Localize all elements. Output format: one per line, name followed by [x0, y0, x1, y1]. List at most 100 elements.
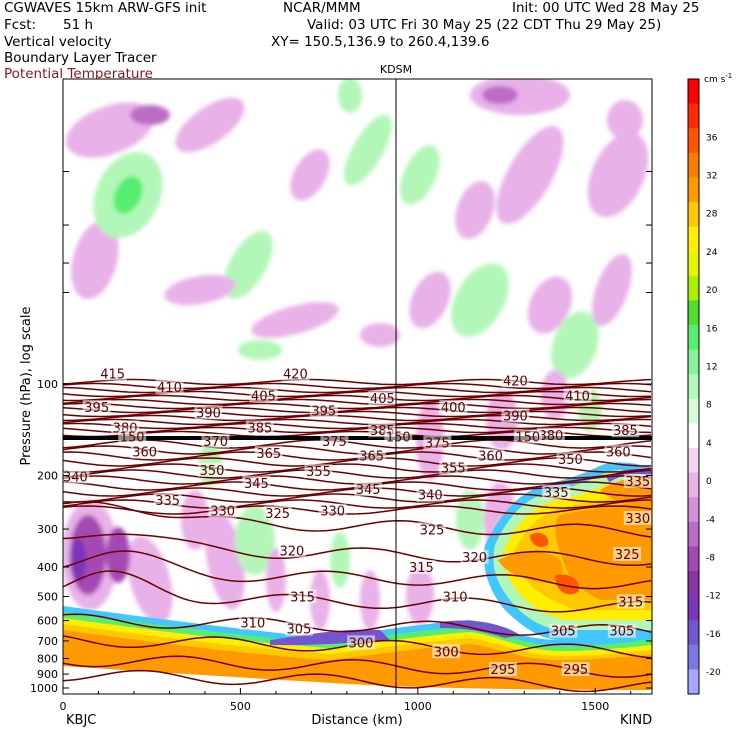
theta-label-bg [254, 446, 283, 461]
theta-label: 365 [359, 449, 384, 464]
theta-label-bg [501, 373, 530, 388]
theta-label-bg [63, 469, 90, 484]
theta-label: 360 [132, 445, 157, 460]
theta-label: 375 [322, 435, 347, 450]
cross-section-endpoints: XY= 150.5,136.9 to 260.4,139.6 [271, 34, 490, 50]
colorbar-swatch [688, 152, 699, 178]
colorbar-swatch [688, 472, 699, 498]
theta-label: 320 [462, 551, 487, 566]
theta-label: 315 [409, 561, 434, 576]
isentrope [63, 451, 652, 461]
x-axis-label: Distance (km) [311, 713, 402, 728]
colorbar-swatch [688, 79, 699, 105]
theta-label-bg [460, 549, 489, 564]
theta-label-bg [368, 390, 397, 405]
theta-label-bg [82, 400, 111, 415]
theta-label: 360 [606, 445, 631, 460]
y-tick-label: 400 [37, 561, 58, 574]
colorbar-swatch [688, 275, 699, 301]
x-tick-label: 0 [60, 700, 67, 713]
theta-label-bg [607, 623, 636, 638]
potential-temperature-contours [63, 378, 652, 693]
y-tick-label: 1000 [30, 682, 58, 695]
theta-label: 330 [210, 505, 235, 520]
theta-label: 320 [279, 544, 304, 559]
isentrope [63, 394, 652, 402]
colorbar-label: -20 [706, 668, 721, 678]
theta-label: 295 [491, 663, 516, 678]
theta-label: 335 [155, 494, 180, 509]
theta-label: 305 [551, 625, 576, 640]
theta-label-bg [556, 452, 585, 467]
theta-label: 365 [256, 447, 281, 462]
valid-time: Valid: 03 UTC Fri 30 May 25 (22 CDT Thu … [307, 17, 662, 33]
theta-label: 350 [200, 464, 225, 479]
theta-label-bg [194, 405, 223, 420]
colorbar-label: 8 [706, 401, 712, 411]
theta-label-bg [130, 444, 159, 459]
colorbar-swatch [688, 423, 699, 449]
colorbar-swatch [688, 644, 699, 670]
colorbar-swatch [688, 300, 699, 326]
theta-label: 345 [244, 477, 269, 492]
theta-label: 395 [311, 404, 336, 419]
theta-label: 330 [625, 512, 650, 527]
y-tick-label: 500 [37, 590, 58, 603]
colorbar-label: 28 [706, 210, 718, 220]
theta-label-bg [238, 615, 267, 630]
colorbar-swatch [688, 226, 699, 252]
theta-label: 325 [265, 507, 290, 522]
theta-label: 375 [425, 437, 450, 452]
plot-frame [62, 78, 653, 695]
colorbar-swatch [688, 595, 699, 621]
colorbar-swatch [688, 202, 699, 228]
theta-label: 400 [441, 401, 466, 416]
y-tick-label: 900 [37, 668, 58, 681]
theta-label-bg [242, 475, 271, 490]
colorbar-swatch [688, 620, 699, 646]
theta-label: 295 [563, 663, 588, 678]
theta-label: 405 [251, 390, 276, 405]
theta-label-bg [488, 662, 517, 677]
theta-label: 355 [441, 462, 466, 477]
colorbar-frame [687, 78, 700, 695]
theta-label-bg [281, 366, 310, 381]
colorbar-swatch [688, 448, 699, 474]
theta-label: 410 [565, 390, 590, 405]
theta-label: 420 [283, 367, 308, 382]
station-mid-label: KDSM [380, 63, 412, 76]
isentrope [63, 439, 652, 449]
colorbar-label: 12 [706, 362, 717, 372]
isentrope [63, 410, 652, 418]
theta-label-bg [549, 623, 578, 638]
isentrope [63, 457, 652, 467]
isentrope [63, 402, 652, 410]
y-axis-label: Pressure (hPa), log scale [19, 307, 34, 466]
theta-label-bg [416, 487, 445, 502]
theta-label-bg [611, 423, 640, 438]
theta-label-bg [309, 403, 338, 418]
init-time: Init: 00 UTC Wed 28 May 25 [512, 0, 700, 16]
station-left-label: KBJC [66, 713, 96, 728]
theta-label-bg [277, 543, 306, 558]
theta-label-bg [354, 481, 383, 496]
theta-label: 310 [443, 590, 468, 605]
colorbar-swatch [688, 349, 699, 375]
y-tick-label: 700 [37, 635, 58, 648]
theta-label: 335 [625, 475, 650, 490]
vertical-velocity-field [66, 79, 649, 379]
colorbar-swatch [688, 251, 699, 277]
theta-label-bg [304, 464, 333, 479]
forecast-hour: 51 h [63, 17, 94, 33]
theta-label-bg [423, 435, 452, 450]
y-tick-label: 100 [37, 378, 58, 391]
theta-label: 390 [503, 410, 528, 425]
theta-label-bg [155, 379, 184, 394]
colorbar-swatch [688, 325, 699, 351]
theta-label-bg [561, 662, 590, 677]
colorbar-swatch [688, 374, 699, 400]
isentrope [63, 469, 652, 479]
theta-label: 305 [609, 625, 634, 640]
